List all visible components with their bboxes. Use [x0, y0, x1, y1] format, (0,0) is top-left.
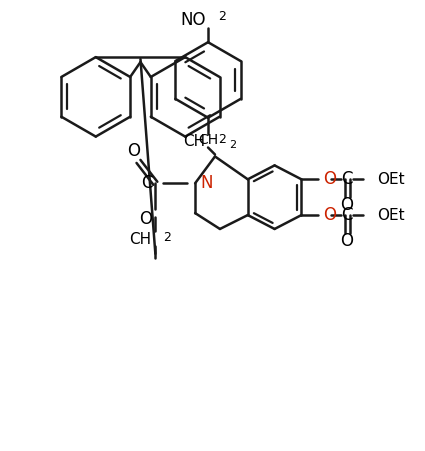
- Text: C: C: [341, 206, 353, 224]
- Text: OEt: OEt: [377, 172, 405, 187]
- Text: O: O: [340, 196, 354, 214]
- Text: OEt: OEt: [377, 207, 405, 223]
- Text: C: C: [341, 170, 353, 189]
- Text: CH: CH: [183, 134, 205, 149]
- Text: O: O: [127, 143, 140, 161]
- Text: N: N: [200, 174, 212, 192]
- Text: C: C: [141, 174, 153, 192]
- Text: 2: 2: [218, 133, 226, 146]
- Text: CH: CH: [198, 133, 218, 147]
- Text: 2: 2: [218, 10, 226, 23]
- Text: O: O: [323, 170, 336, 189]
- Text: 2: 2: [163, 231, 171, 244]
- Text: CH: CH: [129, 232, 151, 248]
- Text: O: O: [340, 232, 354, 250]
- Text: 2: 2: [229, 141, 236, 151]
- Text: O: O: [139, 210, 152, 228]
- Text: NO: NO: [181, 11, 206, 29]
- Text: O: O: [323, 206, 336, 224]
